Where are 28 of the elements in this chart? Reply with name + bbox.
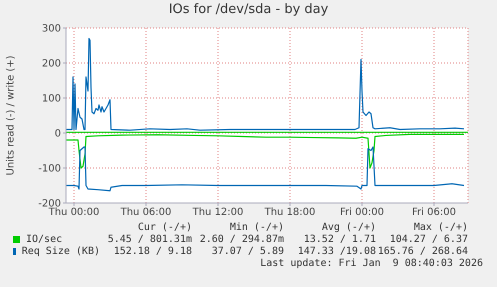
- legend-label: IO/sec: [25, 234, 64, 245]
- y-tick-label: 300: [42, 24, 61, 35]
- text: Min (-/+): [228, 222, 284, 233]
- x-tick-label: Thu 18:00: [264, 207, 316, 218]
- text: 165.76 / 268.64: [376, 246, 468, 257]
- chart-title: IOs for /dev/sda - by day: [168, 2, 330, 17]
- text: 147.33 /19.08: [296, 246, 376, 257]
- text: Max (-/+): [412, 222, 468, 233]
- text: 152.18 / 9.18: [112, 246, 192, 257]
- text: 5.45 / 801.31m: [106, 234, 192, 245]
- x-tick-label: Thu 12:00: [192, 207, 244, 218]
- text: Cur (-/+): [136, 222, 192, 233]
- text: 13.52 / 1.71: [302, 234, 376, 245]
- legend-label: Req Size (KB): [20, 246, 100, 257]
- x-tick-label: Thu 06:00: [120, 207, 172, 218]
- y-axis-title: Units read (-) / write (+): [6, 55, 17, 176]
- text: Avg (-/+): [320, 222, 376, 233]
- y-tick-label: 200: [42, 58, 61, 70]
- x-tick-label: Thu 00:00: [48, 207, 100, 218]
- text: Last update: Fri Jan 9 08:40:03 2026: [260, 258, 483, 269]
- y-tick-label: -100: [38, 164, 61, 175]
- text: 104.27 / 6.37: [388, 234, 468, 245]
- x-tick-label: Fri 06:00: [412, 207, 456, 218]
- y-tick-label: 0: [54, 128, 61, 140]
- y-tick-label: 100: [42, 94, 61, 105]
- text: 37.07 / 5.89: [210, 246, 284, 257]
- x-tick-label: Fri 00:00: [340, 207, 384, 218]
- text: 2.60 / 294.87m: [198, 234, 284, 245]
